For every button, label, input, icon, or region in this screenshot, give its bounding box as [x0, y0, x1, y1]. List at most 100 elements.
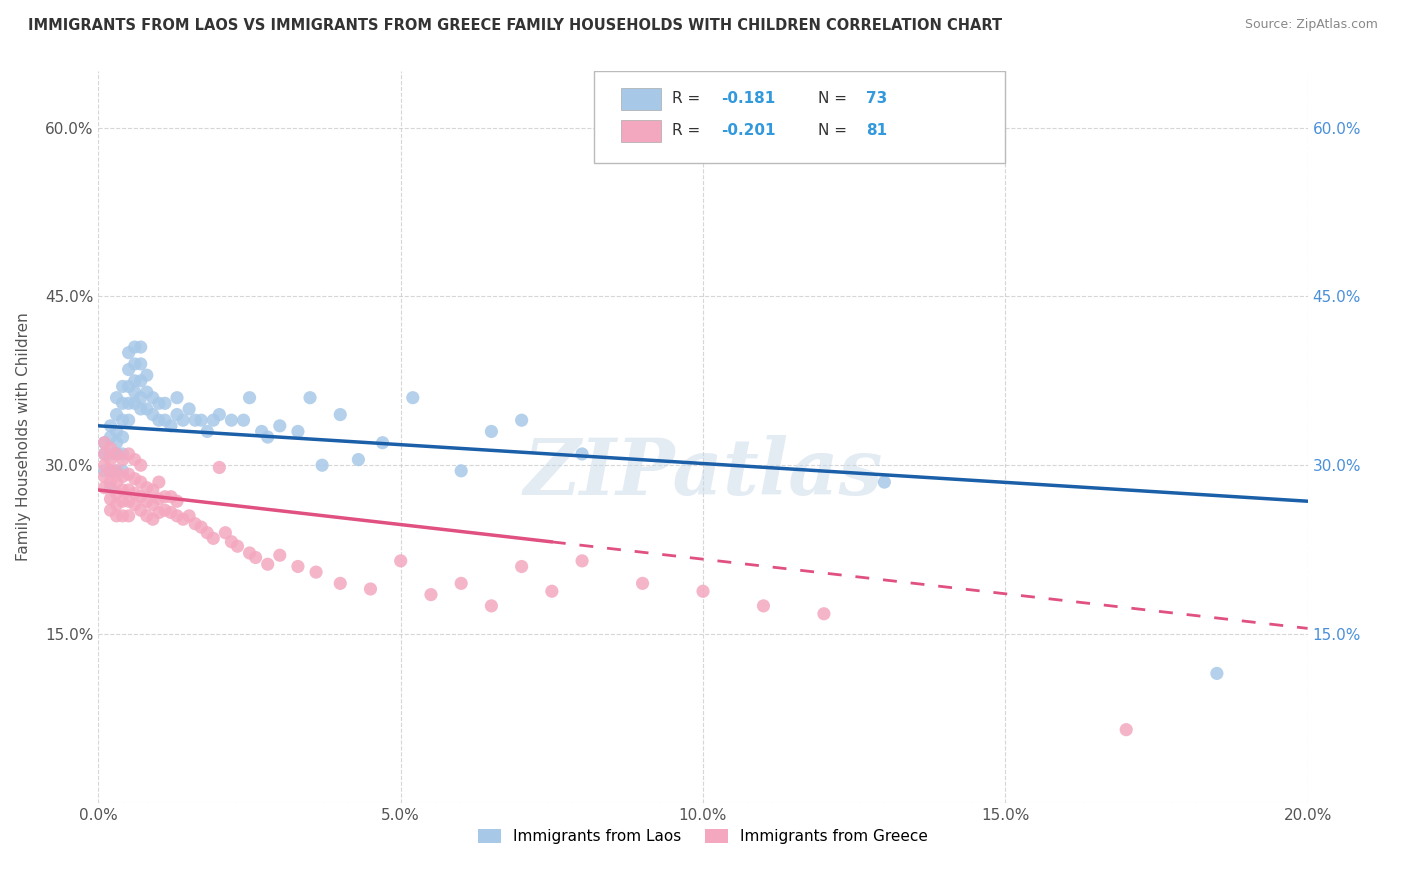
- Point: [100, 503, 122, 517]
- Point: [256, 558, 278, 572]
- Point: [100, 447, 122, 461]
- Point: [148, 491, 170, 506]
- Point: [148, 413, 170, 427]
- Point: [105, 425, 128, 439]
- Point: [402, 391, 425, 405]
- Point: [153, 413, 176, 427]
- Point: [129, 357, 152, 371]
- Point: [299, 391, 322, 405]
- Point: [269, 548, 291, 562]
- Point: [100, 452, 122, 467]
- Point: [481, 599, 503, 613]
- FancyBboxPatch shape: [595, 71, 1005, 163]
- Point: [111, 413, 134, 427]
- Point: [347, 452, 370, 467]
- FancyBboxPatch shape: [621, 88, 661, 110]
- Point: [190, 413, 212, 427]
- Point: [129, 340, 152, 354]
- Point: [111, 494, 134, 508]
- Point: [124, 396, 146, 410]
- Point: [93, 447, 115, 461]
- Point: [195, 425, 218, 439]
- Point: [118, 447, 141, 461]
- Point: [142, 391, 165, 405]
- Point: [105, 464, 128, 478]
- Point: [142, 512, 165, 526]
- Point: [111, 508, 134, 523]
- Point: [287, 559, 309, 574]
- Point: [420, 588, 443, 602]
- Point: [311, 458, 333, 473]
- Point: [93, 435, 115, 450]
- Point: [118, 483, 141, 497]
- Point: [105, 498, 128, 512]
- Text: N =: N =: [818, 123, 846, 138]
- Point: [202, 413, 225, 427]
- Point: [329, 576, 352, 591]
- Point: [195, 525, 218, 540]
- Point: [135, 508, 157, 523]
- Point: [190, 520, 212, 534]
- Point: [184, 516, 207, 531]
- Text: -0.181: -0.181: [721, 91, 775, 106]
- Point: [135, 481, 157, 495]
- Point: [111, 483, 134, 497]
- Point: [100, 464, 122, 478]
- Point: [148, 475, 170, 489]
- Point: [142, 408, 165, 422]
- Point: [135, 494, 157, 508]
- Text: Source: ZipAtlas.com: Source: ZipAtlas.com: [1244, 18, 1378, 31]
- Point: [250, 425, 273, 439]
- Text: R =: R =: [672, 91, 700, 106]
- Point: [124, 340, 146, 354]
- Point: [510, 413, 533, 427]
- Point: [208, 408, 231, 422]
- Point: [93, 435, 115, 450]
- Point: [371, 435, 394, 450]
- Point: [153, 490, 176, 504]
- Point: [129, 490, 152, 504]
- Point: [129, 401, 152, 416]
- Point: [129, 391, 152, 405]
- Point: [129, 475, 152, 489]
- Point: [118, 508, 141, 523]
- Text: -0.201: -0.201: [721, 123, 776, 138]
- Point: [221, 413, 243, 427]
- Point: [571, 447, 593, 461]
- Text: R =: R =: [672, 123, 700, 138]
- Point: [481, 425, 503, 439]
- Point: [111, 430, 134, 444]
- Point: [153, 503, 176, 517]
- Point: [135, 401, 157, 416]
- Point: [256, 430, 278, 444]
- Point: [100, 430, 122, 444]
- Text: IMMIGRANTS FROM LAOS VS IMMIGRANTS FROM GREECE FAMILY HOUSEHOLDS WITH CHILDREN C: IMMIGRANTS FROM LAOS VS IMMIGRANTS FROM …: [28, 18, 1002, 33]
- Point: [172, 512, 194, 526]
- Point: [105, 435, 128, 450]
- Point: [540, 584, 562, 599]
- Point: [239, 546, 262, 560]
- Point: [232, 413, 254, 427]
- Point: [172, 413, 194, 427]
- Point: [124, 357, 146, 371]
- Point: [148, 506, 170, 520]
- Y-axis label: Family Households with Children: Family Households with Children: [17, 313, 31, 561]
- Point: [124, 486, 146, 500]
- Point: [118, 494, 141, 508]
- Point: [360, 582, 382, 596]
- Point: [129, 503, 152, 517]
- Point: [105, 408, 128, 422]
- Point: [111, 452, 134, 467]
- Point: [111, 469, 134, 483]
- Point: [111, 447, 134, 461]
- Text: 73: 73: [866, 91, 887, 106]
- Point: [135, 368, 157, 383]
- Point: [631, 576, 654, 591]
- Point: [124, 374, 146, 388]
- Point: [105, 508, 128, 523]
- Point: [305, 565, 328, 579]
- Point: [142, 483, 165, 497]
- Point: [245, 550, 267, 565]
- FancyBboxPatch shape: [621, 120, 661, 143]
- Point: [100, 418, 122, 433]
